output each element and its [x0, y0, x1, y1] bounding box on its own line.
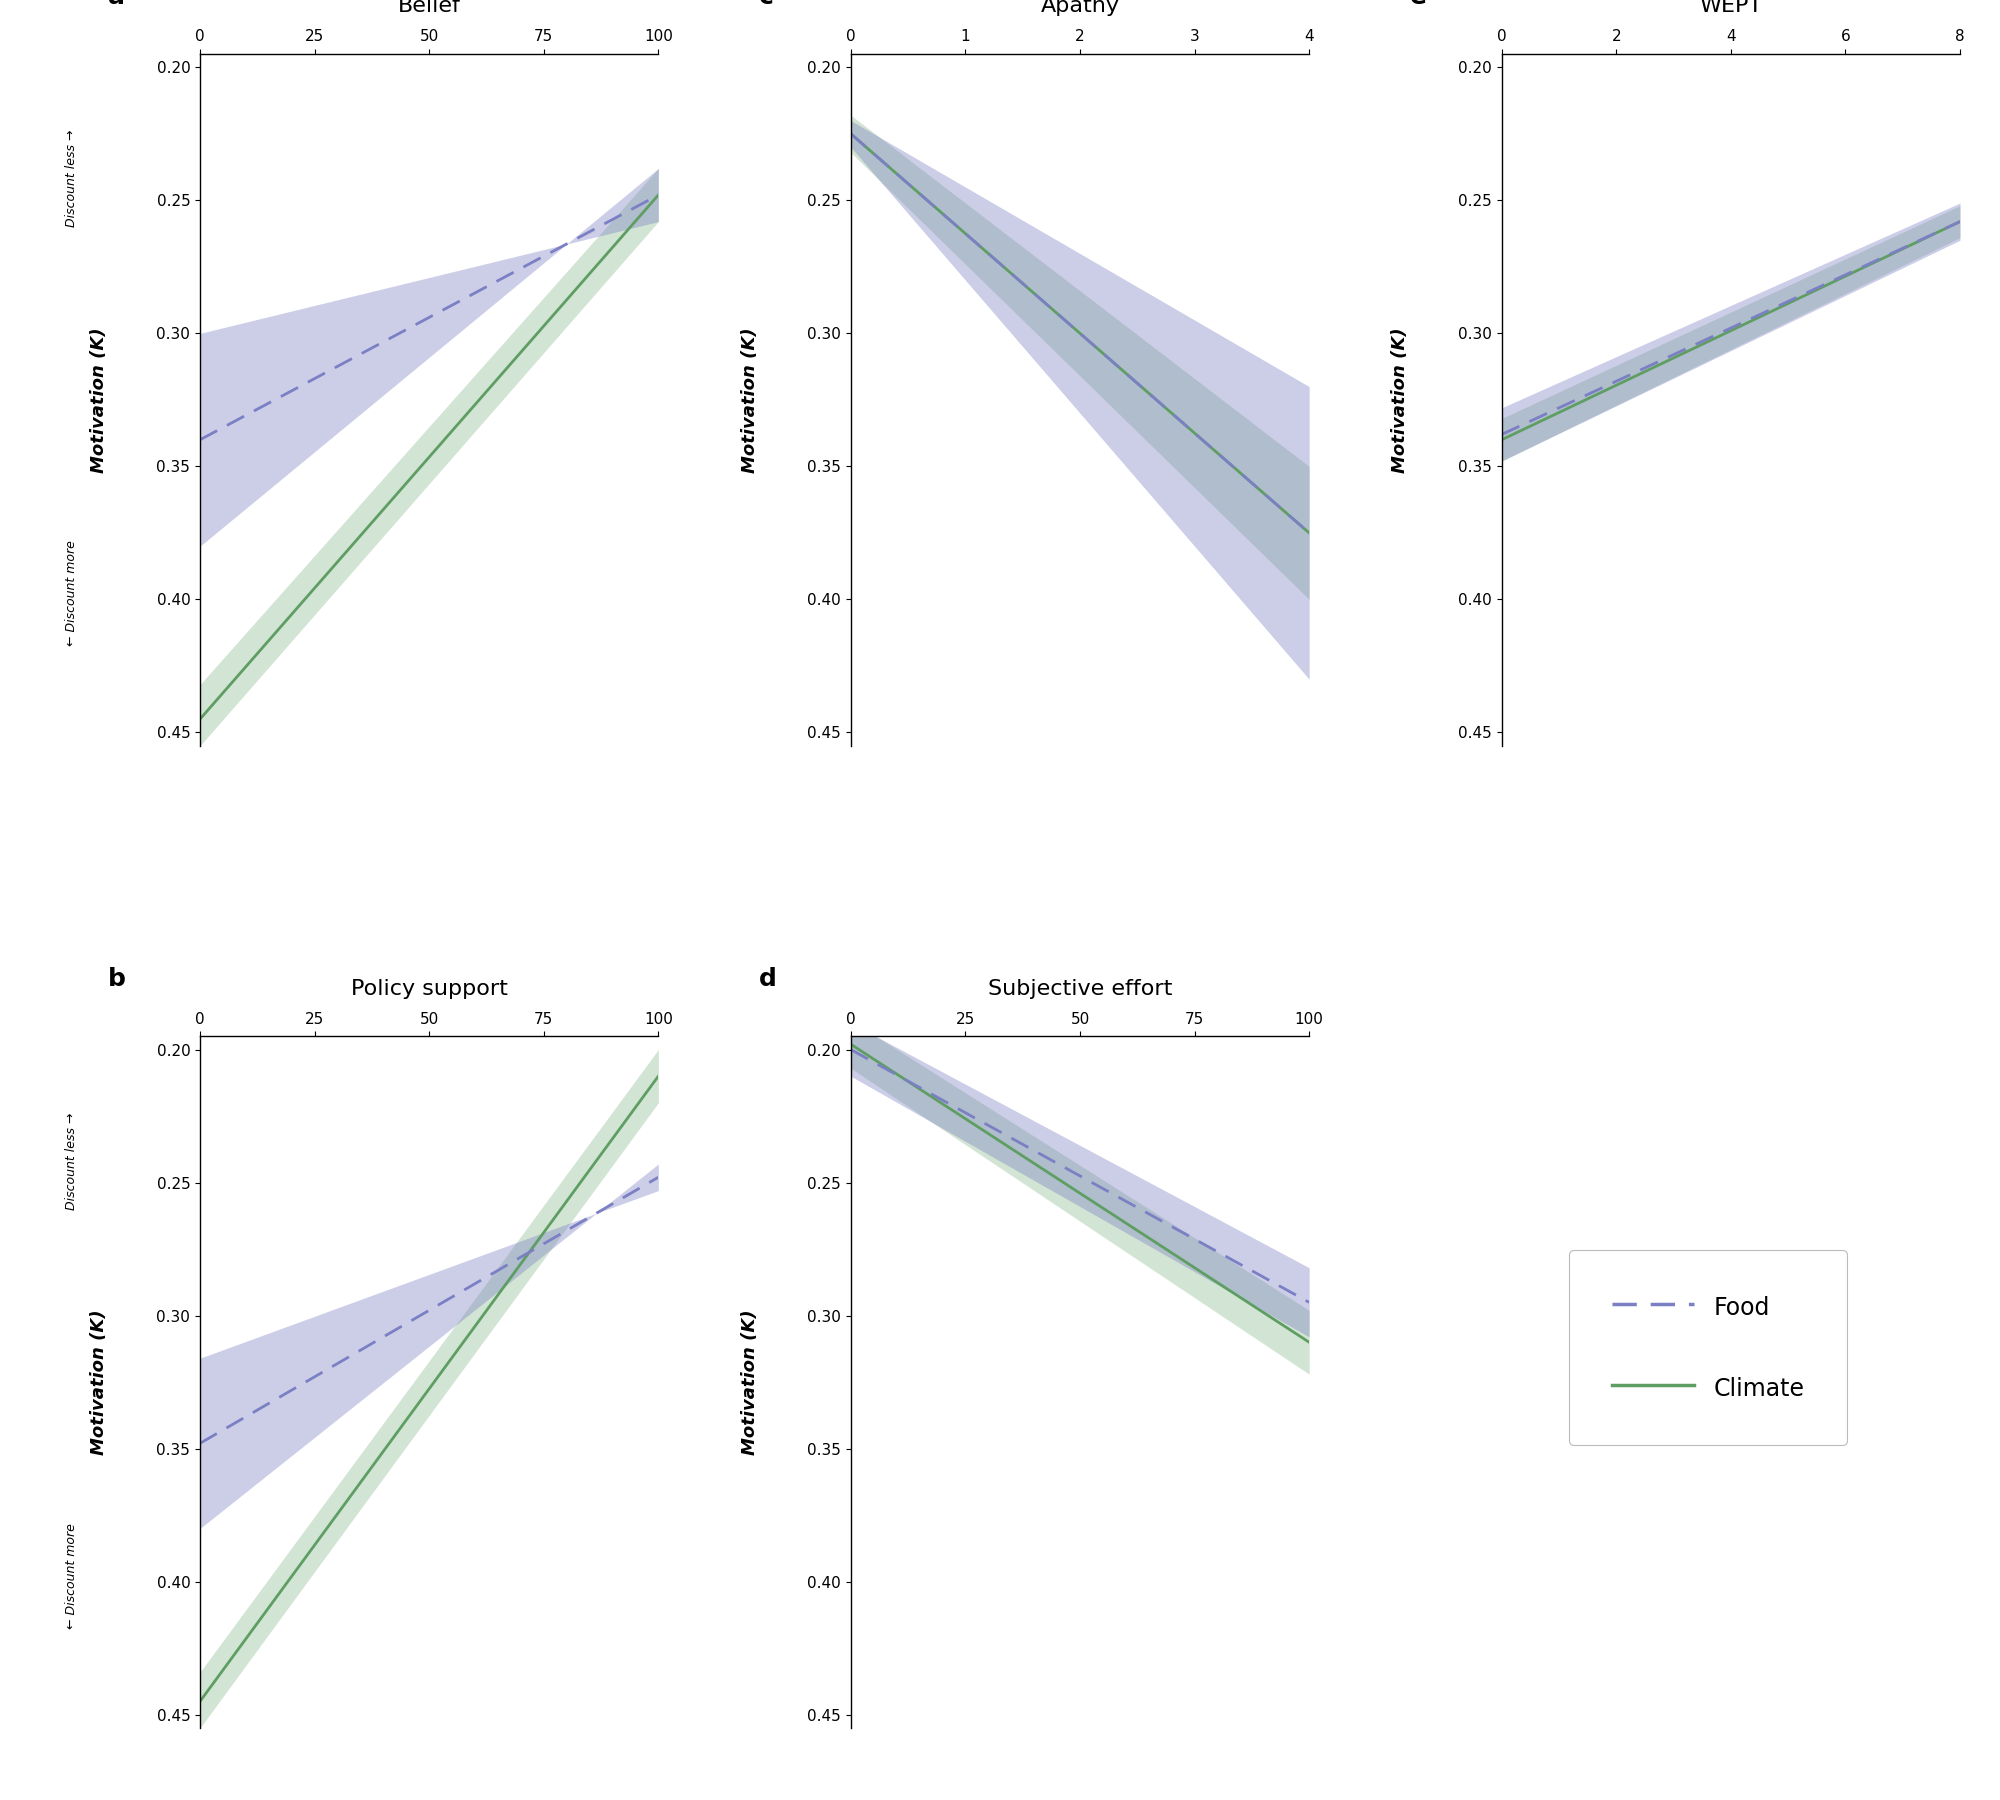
Y-axis label: Motivation (K): Motivation (K) — [740, 328, 758, 473]
Text: b: b — [108, 967, 126, 992]
Y-axis label: Motivation (K): Motivation (K) — [90, 1309, 108, 1454]
Text: d: d — [760, 967, 778, 992]
Y-axis label: Motivation (K): Motivation (K) — [1392, 328, 1410, 473]
Title: Apathy: Apathy — [1040, 0, 1120, 16]
Legend: Food, Climate: Food, Climate — [1570, 1251, 1846, 1445]
Text: a: a — [108, 0, 126, 9]
Title: WEPT: WEPT — [1700, 0, 1762, 16]
Y-axis label: Motivation (K): Motivation (K) — [740, 1309, 758, 1454]
Y-axis label: Motivation (K): Motivation (K) — [90, 328, 108, 473]
Text: c: c — [760, 0, 774, 9]
Title: Policy support: Policy support — [350, 979, 508, 999]
Title: Belief: Belief — [398, 0, 460, 16]
Text: Discount less →: Discount less → — [66, 130, 78, 227]
Text: ← Discount more: ← Discount more — [66, 540, 78, 646]
Text: ← Discount more: ← Discount more — [66, 1523, 78, 1629]
Title: Subjective effort: Subjective effort — [988, 979, 1172, 999]
Text: e: e — [1410, 0, 1428, 9]
Text: Discount less →: Discount less → — [66, 1112, 78, 1210]
